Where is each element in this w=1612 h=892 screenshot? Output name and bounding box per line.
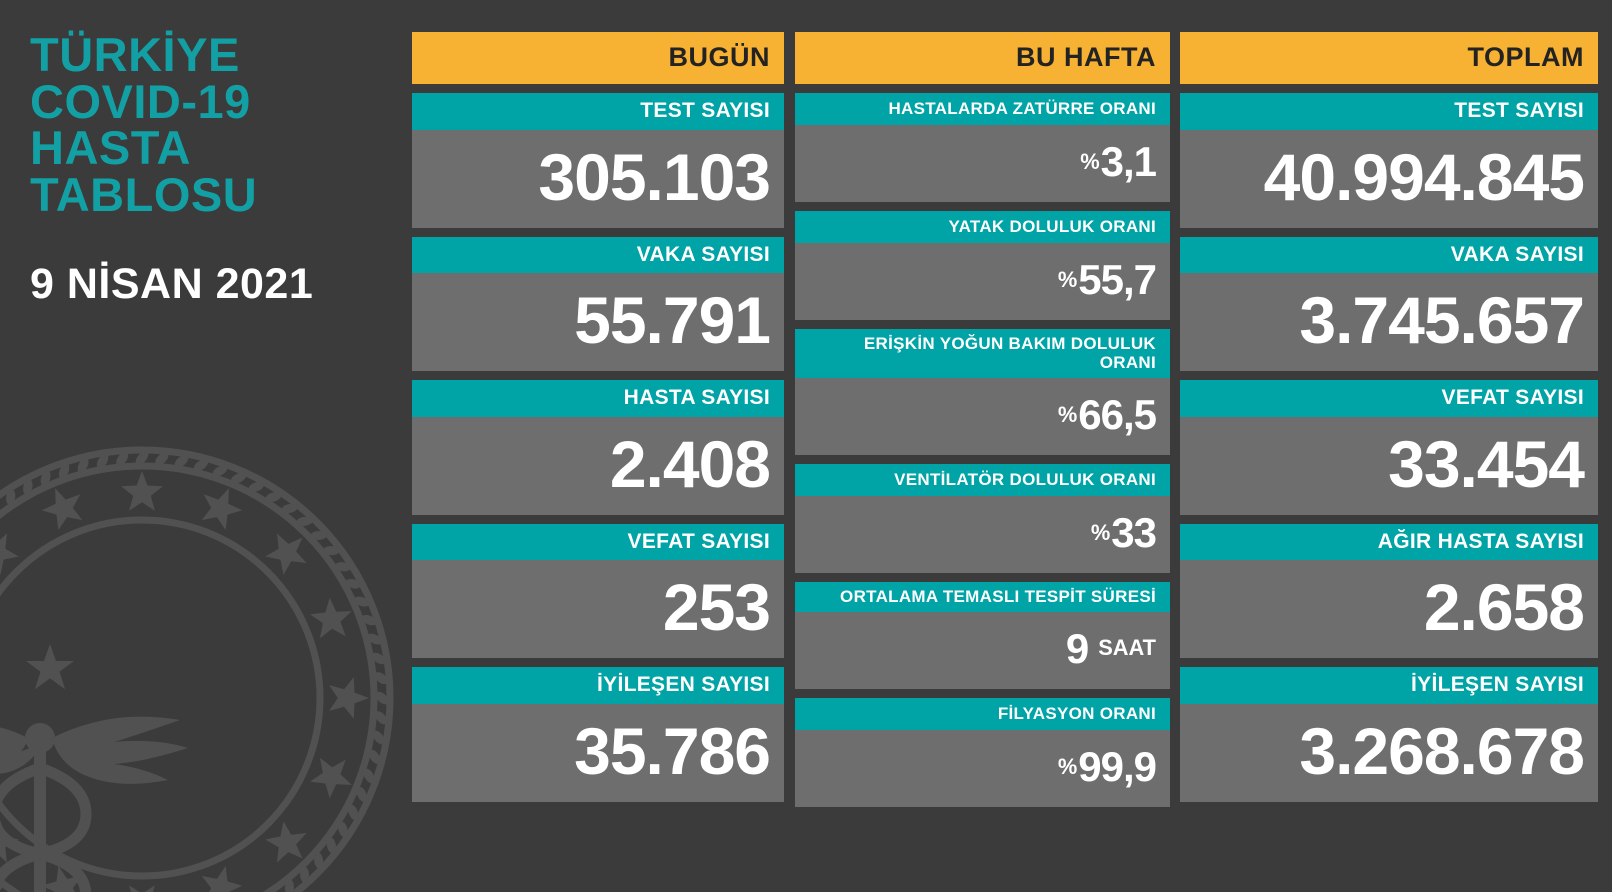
metric-label: VAKA SAYISI — [412, 236, 784, 274]
metric-value: 35.786 — [412, 703, 784, 802]
metric-label: İYİLEŞEN SAYISI — [412, 667, 784, 704]
metric-card: VAKA SAYISI 3.745.657 — [1180, 236, 1598, 372]
metric-card: AĞIR HASTA SAYISI 2.658 — [1180, 523, 1598, 659]
metric-number: 305.103 — [538, 139, 771, 214]
metric-card: TEST SAYISI 305.103 — [412, 93, 784, 228]
turkish-ministry-of-health-emblem-icon — [0, 446, 394, 892]
metric-number: 33 — [1111, 508, 1157, 556]
column-header-total: TOPLAM — [1180, 32, 1598, 84]
metric-number: 33.454 — [1388, 426, 1585, 501]
metric-value: % 55,7 — [795, 243, 1170, 321]
metric-number: 3.268.678 — [1299, 713, 1585, 788]
percent-sign: % — [1057, 754, 1078, 780]
metric-number: 3.745.657 — [1299, 283, 1585, 358]
metric-value: % 66,5 — [795, 378, 1170, 456]
metric-number: 55.791 — [574, 283, 771, 358]
metric-value: 40.994.845 — [1180, 129, 1598, 228]
metric-card: ERİŞKİN YOĞUN BAKIM DOLULUK ORANI% 66,5 — [795, 329, 1170, 456]
percent-sign: % — [1057, 267, 1078, 293]
metric-card: HASTALARDA ZATÜRRE ORANI% 3,1 — [795, 93, 1170, 203]
metric-card: VENTİLATÖR DOLULUK ORANI% 33 — [795, 464, 1170, 574]
metric-card: TEST SAYISI 40.994.845 — [1180, 93, 1598, 228]
metric-value: 33.454 — [1180, 416, 1598, 515]
metric-value: % 99,9 — [795, 730, 1170, 808]
metric-unit: SAAT — [1098, 635, 1156, 661]
column-header-today: BUGÜN — [412, 32, 784, 84]
metric-label: HASTALARDA ZATÜRRE ORANI — [795, 93, 1170, 126]
metric-card: VEFAT SAYISI 33.454 — [1180, 380, 1598, 515]
title-line-1: TÜRKİYE — [30, 28, 240, 81]
metric-label: ERİŞKİN YOĞUN BAKIM DOLULUK ORANI — [795, 329, 1170, 379]
metric-number: 55,7 — [1078, 255, 1157, 303]
metric-number: 9 — [1065, 624, 1089, 672]
title-line-2: COVID-19 — [30, 74, 251, 128]
title-line-3: HASTA — [30, 121, 191, 175]
metric-number: 2.658 — [1423, 570, 1585, 645]
metric-number: 253 — [662, 570, 771, 645]
metric-value: 2.408 — [412, 416, 784, 515]
title-line-4: TABLOSU — [30, 167, 258, 221]
metric-value: 253 — [412, 560, 784, 659]
report-date: 9 NİSAN 2021 — [30, 260, 314, 309]
metric-label: FİLYASYON ORANI — [795, 698, 1170, 731]
metric-label: VENTİLATÖR DOLULUK ORANI — [795, 464, 1170, 497]
metric-value: 305.103 — [412, 129, 784, 228]
metric-card: ORTALAMA TEMASLI TESPİT SÜRESİ 9 SAAT — [795, 582, 1170, 690]
metric-value: 3.745.657 — [1180, 273, 1598, 372]
percent-sign: % — [1080, 149, 1100, 175]
metric-value: 2.658 — [1180, 560, 1598, 659]
metric-value: 3.268.678 — [1180, 703, 1598, 802]
percent-sign: % — [1090, 520, 1111, 546]
metric-number: 35.786 — [574, 713, 771, 788]
metric-number: 66,5 — [1078, 390, 1157, 438]
metric-label: VEFAT SAYISI — [412, 523, 784, 561]
percent-sign: % — [1057, 402, 1078, 428]
metric-card: VAKA SAYISI 55.791 — [412, 236, 784, 372]
metric-label: HASTA SAYISI — [412, 380, 784, 417]
column-this-week: BU HAFTA HASTALARDA ZATÜRRE ORANI% 3,1 YATA… — [795, 32, 1170, 808]
column-header-week: BU HAFTA — [795, 32, 1170, 84]
metric-label: TEST SAYISI — [412, 93, 784, 130]
metric-card: YATAK DOLULUK ORANI% 55,7 — [795, 211, 1170, 321]
metric-value: 9 SAAT — [795, 612, 1170, 690]
metric-card: İYİLEŞEN SAYISI 3.268.678 — [1180, 667, 1598, 802]
metric-number: 40.994.845 — [1263, 139, 1585, 214]
metric-label: VAKA SAYISI — [1180, 236, 1598, 274]
metric-number: 3,1 — [1100, 137, 1157, 185]
metric-card: HASTA SAYISI 2.408 — [412, 380, 784, 515]
metric-number: 99,9 — [1078, 742, 1157, 790]
metric-value: 55.791 — [412, 273, 784, 372]
page-title: TÜRKİYE COVID-19 HASTA TABLOSU 9 NİSAN 2… — [30, 28, 400, 309]
metric-label: VEFAT SAYISI — [1180, 380, 1598, 417]
metric-label: YATAK DOLULUK ORANI — [795, 211, 1170, 244]
metric-label: TEST SAYISI — [1180, 93, 1598, 130]
metric-card: İYİLEŞEN SAYISI 35.786 — [412, 667, 784, 802]
column-total: TOPLAM TEST SAYISI 40.994.845 VAKA SAYISI 3.… — [1180, 32, 1598, 802]
metric-number: 2.408 — [609, 426, 771, 501]
metric-label: İYİLEŞEN SAYISI — [1180, 667, 1598, 704]
metric-card: FİLYASYON ORANI% 99,9 — [795, 698, 1170, 808]
metric-label: AĞIR HASTA SAYISI — [1180, 523, 1598, 561]
metric-value: % 33 — [795, 496, 1170, 574]
metric-label: ORTALAMA TEMASLI TESPİT SÜRESİ — [795, 582, 1170, 613]
metric-value: % 3,1 — [795, 125, 1170, 203]
metric-card: VEFAT SAYISI 253 — [412, 523, 784, 659]
column-today: BUGÜN TEST SAYISI 305.103 VAKA SAYISI 55.791… — [412, 32, 784, 802]
